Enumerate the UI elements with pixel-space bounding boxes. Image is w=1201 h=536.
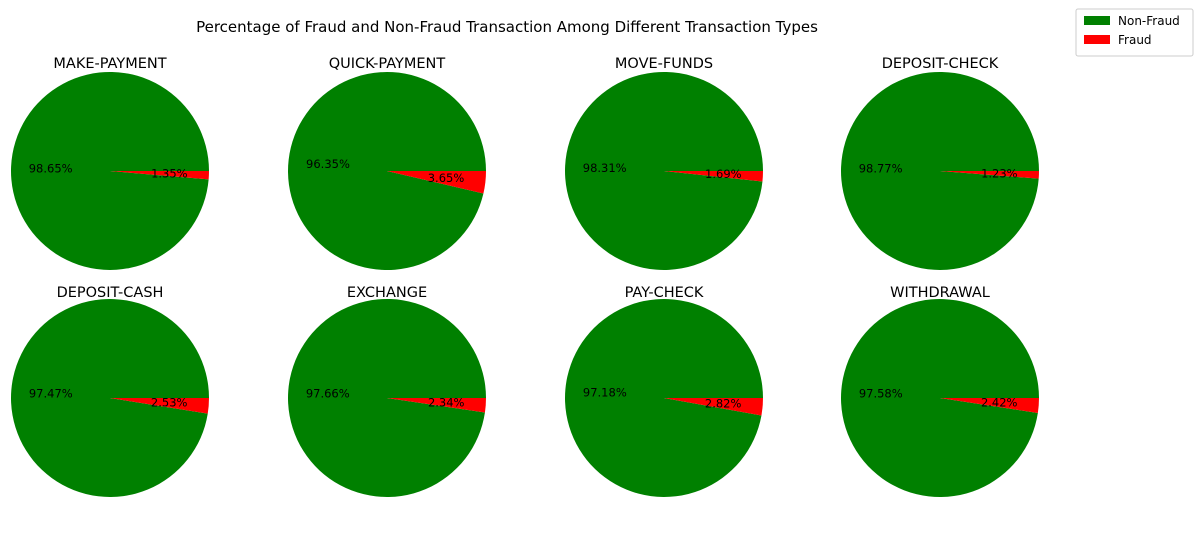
- legend: Non-Fraud Fraud: [1075, 8, 1194, 57]
- pie-title: DEPOSIT-CASH: [57, 285, 164, 301]
- pie-title: PAY-CHECK: [625, 285, 704, 301]
- pie-exchange: 97.66% 2.34% EXCHANGE: [288, 285, 486, 497]
- wedge-fraud: [110, 171, 209, 180]
- pct-label-fraud: 2.82%: [705, 396, 742, 410]
- pie-title: WITHDRAWAL: [890, 285, 990, 301]
- pie-quick-payment: 96.35% 3.65% QUICK-PAYMENT: [288, 56, 486, 271]
- pie-title: EXCHANGE: [347, 285, 427, 301]
- pct-label-non-fraud: 98.31%: [583, 161, 627, 175]
- wedge-fraud: [940, 398, 1039, 413]
- legend-swatch-non-fraud: [1084, 16, 1110, 25]
- wedge-fraud: [387, 398, 486, 413]
- wedge-fraud: [664, 171, 763, 182]
- legend-label-fraud: Fraud: [1118, 33, 1152, 47]
- pie-title: MOVE-FUNDS: [615, 56, 713, 72]
- pct-label-non-fraud: 96.35%: [306, 157, 350, 171]
- figure-title: Percentage of Fraud and Non-Fraud Transa…: [196, 18, 818, 36]
- pct-label-non-fraud: 97.47%: [29, 386, 73, 400]
- wedge-non-fraud: [841, 299, 1039, 498]
- pie-deposit-cash: 97.47% 2.53% DEPOSIT-CASH: [10, 285, 210, 497]
- pct-label-non-fraud: 98.65%: [29, 161, 73, 175]
- wedge-non-fraud: [565, 71, 763, 270]
- pct-label-fraud: 2.34%: [428, 395, 465, 409]
- wedge-non-fraud: [841, 71, 1039, 270]
- pie-deposit-check: 98.77% 1.23% DEPOSIT-CHECK: [841, 56, 1039, 270]
- legend-swatch-fraud: [1084, 35, 1110, 44]
- wedge-fraud: [940, 171, 1039, 179]
- wedge-non-fraud: [11, 71, 210, 270]
- pie-move-funds: 98.31% 1.69% MOVE-FUNDS: [565, 56, 763, 270]
- pie-grid: 98.65% 1.35% MAKE-PAYMENT 96.35% 3.65% QUICK-…: [10, 56, 1039, 498]
- pct-label-fraud: 2.42%: [981, 396, 1018, 410]
- wedge-fraud: [664, 398, 763, 416]
- pie-pay-check: 97.18% 2.82% PAY-CHECK: [565, 285, 763, 498]
- pct-label-non-fraud: 97.58%: [859, 386, 903, 400]
- wedge-fraud: [387, 171, 486, 194]
- pct-label-fraud: 1.23%: [981, 166, 1018, 180]
- pct-label-non-fraud: 97.18%: [583, 386, 627, 400]
- pie-make-payment: 98.65% 1.35% MAKE-PAYMENT: [11, 56, 210, 270]
- wedge-non-fraud: [10, 298, 210, 497]
- legend-label-non-fraud: Non-Fraud: [1118, 14, 1180, 28]
- pie-title: QUICK-PAYMENT: [329, 56, 446, 72]
- pct-label-fraud: 1.35%: [151, 167, 188, 181]
- pie-title: MAKE-PAYMENT: [53, 56, 166, 72]
- wedge-fraud: [110, 398, 209, 414]
- wedge-non-fraud: [288, 298, 486, 497]
- pie-withdrawal: 97.58% 2.42% WITHDRAWAL: [841, 285, 1039, 498]
- wedge-non-fraud: [288, 72, 486, 271]
- pct-label-fraud: 2.53%: [151, 396, 188, 410]
- pct-label-non-fraud: 97.66%: [306, 387, 350, 401]
- pct-label-non-fraud: 98.77%: [859, 162, 903, 176]
- wedge-non-fraud: [565, 299, 763, 498]
- pct-label-fraud: 1.69%: [705, 167, 742, 181]
- pie-title: DEPOSIT-CHECK: [882, 56, 999, 72]
- pct-label-fraud: 3.65%: [428, 171, 465, 185]
